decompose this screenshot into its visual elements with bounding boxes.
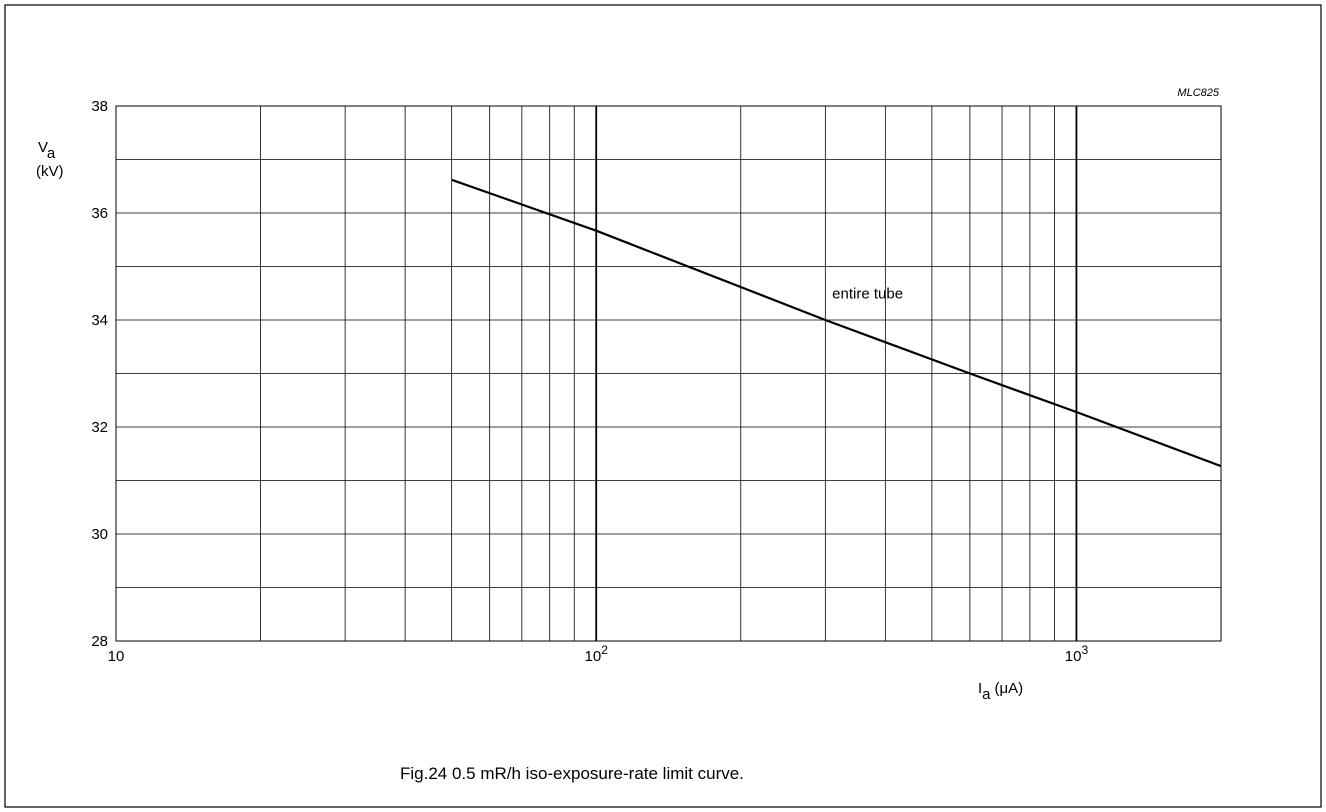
y-tick-label: 28: [91, 633, 108, 650]
y-tick-labels: 28 30 32 34 36 38: [91, 98, 108, 650]
plot-area: [115, 105, 1222, 642]
y-tick-label: 34: [91, 312, 108, 329]
x-tick-label: 102: [585, 643, 609, 665]
x-axis-label: Ia (μA): [978, 680, 1023, 703]
y-axis-subscript: a: [47, 145, 56, 162]
y-tick-label: 38: [91, 98, 108, 115]
x-axis-symbol: I: [978, 680, 982, 697]
x-axis-unit: (μA): [995, 680, 1024, 697]
grid-major-lines: [595, 106, 1078, 641]
x-tick-labels: 10 102 103: [108, 643, 1089, 665]
series-layer: entire tube: [451, 178, 1222, 468]
grid-minor-lines: [116, 106, 1221, 641]
figure-border: [4, 4, 1322, 808]
y-axis-label: Va: [38, 139, 56, 162]
y-tick-label: 32: [91, 419, 108, 436]
y-tick-label: 36: [91, 205, 108, 222]
chart-code: MLC825: [1177, 87, 1219, 99]
y-tick-label: 30: [91, 526, 108, 543]
series-line: [451, 178, 1222, 468]
y-axis-symbol: V: [38, 139, 48, 156]
series-label: entire tube: [832, 285, 903, 302]
figure-caption: Fig.24 0.5 mR/h iso-exposure-rate limit …: [400, 764, 744, 783]
x-axis-subscript: a: [982, 686, 991, 703]
y-axis-unit: (kV): [36, 163, 64, 180]
x-tick-label: 10: [108, 648, 125, 665]
x-tick-label: 103: [1065, 643, 1089, 665]
